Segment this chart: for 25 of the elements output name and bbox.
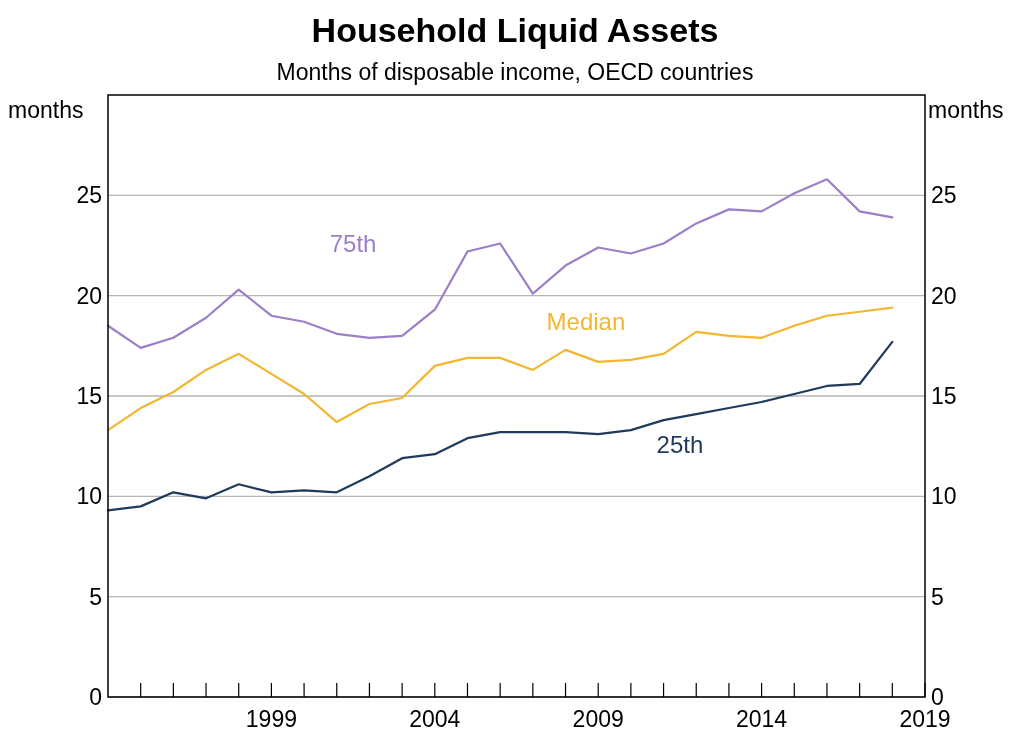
x-tick-label: 2014: [736, 706, 788, 732]
x-tick-label: 1999: [245, 706, 297, 732]
series-label: Median: [546, 307, 626, 335]
y-tick-label: 25: [76, 182, 102, 209]
y2-tick-label: 20: [931, 282, 957, 309]
y-tick-label: 10: [76, 483, 102, 510]
y-tick-label: 0: [89, 684, 102, 710]
y2-tick-label: 5: [931, 583, 944, 610]
chart-subtitle: Months of disposable income, OECD countries: [276, 59, 754, 85]
x-tick-label: 2004: [409, 706, 461, 732]
y2-tick-label: 25: [931, 182, 957, 209]
y2-tick-label: 15: [931, 383, 957, 409]
y2-axis-title: months: [928, 97, 1004, 123]
line-series: [106, 306, 894, 432]
line-series: [106, 178, 894, 349]
text: 75th: [329, 229, 377, 257]
series-label: 25th: [656, 431, 704, 459]
y-axis-title: months: [8, 97, 84, 123]
y-tick-label: 20: [76, 282, 102, 309]
y-tick-label: 5: [89, 583, 102, 610]
x-tick-label: 2009: [572, 706, 624, 732]
chart-title: Household Liquid Assets: [311, 11, 719, 49]
y2-tick-label: 10: [931, 483, 957, 510]
y-tick-label: 15: [76, 383, 102, 409]
line-series: [106, 340, 894, 512]
